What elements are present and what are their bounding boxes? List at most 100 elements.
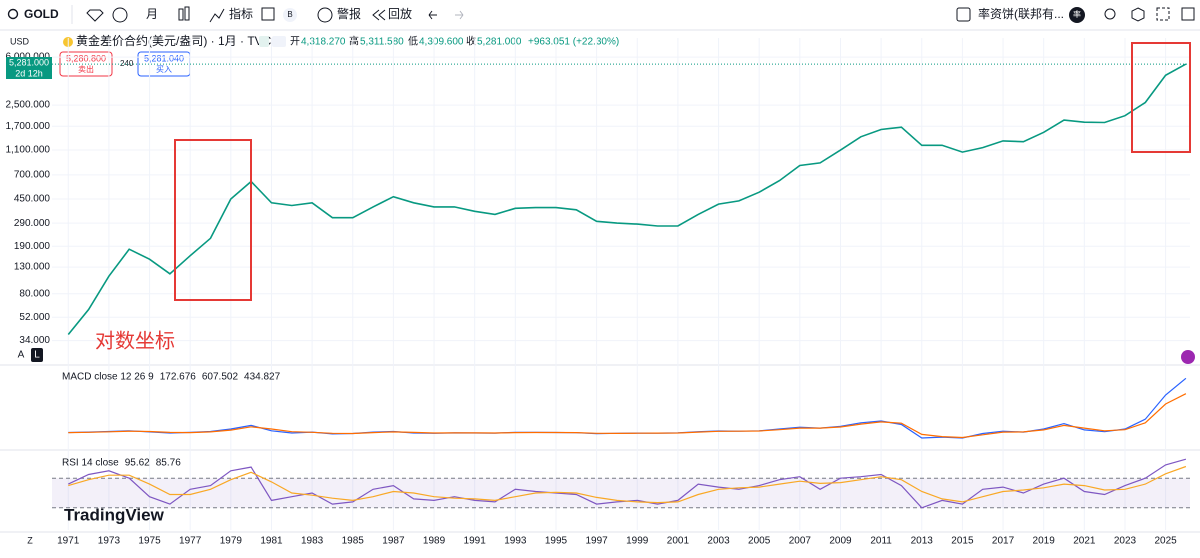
auto-scale[interactable]: A: [18, 350, 25, 361]
series-line: [68, 393, 1187, 439]
add-symbol-icon[interactable]: [112, 7, 128, 23]
diamond-icon[interactable]: [86, 9, 104, 22]
x-tick-label: 1991: [464, 536, 487, 547]
unit: USD: [10, 36, 30, 46]
open-label: 开: [290, 37, 300, 48]
checkbox[interactable]: [956, 7, 971, 22]
highlight-box: [1131, 42, 1191, 153]
interval[interactable]: 月: [146, 7, 158, 21]
x-tick-label: 2017: [992, 536, 1015, 547]
countdown: 2d 12h: [15, 68, 43, 78]
last-price-tag: [6, 57, 52, 79]
indicator-title: MACD close 12 26 9: [62, 372, 154, 383]
search-icon[interactable]: [7, 8, 19, 20]
alerts[interactable]: 警报: [337, 6, 361, 21]
x-tick-label: 2023: [1114, 536, 1137, 547]
x-tick-label: 2025: [1154, 536, 1177, 547]
indicators[interactable]: 指标: [229, 6, 253, 21]
indicator-value: 95.62: [125, 458, 150, 469]
x-tick-label: 2003: [707, 536, 730, 547]
x-tick-label: 2005: [748, 536, 771, 547]
y-tick-label: 290.000: [14, 218, 51, 229]
badge[interactable]: B: [287, 10, 292, 19]
open: 4,318.270: [301, 37, 346, 48]
x-tick-label: 2021: [1073, 536, 1096, 547]
x-tick-label: 1971: [57, 536, 80, 547]
indicator-value: 172.676: [160, 372, 197, 383]
indicator-value: 607.502: [202, 372, 239, 383]
status-dot: [259, 36, 269, 47]
x-tick-label: 2001: [667, 536, 690, 547]
replay[interactable]: 回放: [388, 6, 412, 21]
indicator-title: RSI 14 close: [62, 458, 119, 469]
undo-icon[interactable]: [428, 10, 437, 20]
symbol[interactable]: GOLD: [24, 7, 59, 21]
spread: 240: [120, 59, 134, 68]
indicator-value: 85.76: [156, 458, 181, 469]
x-tick-label: 2011: [870, 536, 892, 547]
last-price: 5,281.000: [9, 57, 49, 67]
x-tick-label: 1989: [423, 536, 446, 547]
y-tick-label: 2,500.000: [6, 100, 51, 111]
sell-label[interactable]: 卖出: [78, 64, 94, 74]
low: 4,309.600: [419, 37, 464, 48]
series-line: [68, 465, 1187, 504]
x-tick-label: 1999: [626, 536, 649, 547]
sell-price[interactable]: 5,280.800: [66, 53, 106, 63]
toolbar: GOLD 月 指标 B 警报 回放 率资饼(联邦有... 率: [0, 5, 1200, 31]
x-tick-label: 1983: [301, 536, 324, 547]
series-line: [67, 63, 1187, 336]
fullscreen-icon[interactable]: [1156, 7, 1170, 21]
layout-icon[interactable]: [261, 7, 275, 21]
buy-price[interactable]: 5,281.040: [144, 53, 184, 63]
buy-label[interactable]: 买入: [156, 65, 172, 74]
log-scale[interactable]: L: [34, 350, 40, 361]
tradingview-logo: TradingView: [64, 505, 165, 524]
replay-icon[interactable]: [372, 9, 386, 21]
events-icon[interactable]: [1181, 350, 1195, 364]
y-tick-label: 34.000: [19, 335, 50, 346]
x-tick-label: 1995: [545, 536, 568, 547]
y-tick-label: 52.000: [19, 312, 50, 323]
x-tick-label: 1997: [585, 536, 608, 547]
annotation: 对数坐标: [95, 329, 175, 352]
candle-icon[interactable]: [178, 8, 184, 21]
y-tick-label: 190.000: [14, 241, 51, 252]
x-tick-label: 1975: [138, 536, 161, 547]
settings-icon[interactable]: [1131, 7, 1145, 22]
high-label: 高: [349, 35, 359, 48]
alert-icon[interactable]: [317, 7, 333, 23]
x-tick-label: 1985: [342, 536, 365, 547]
band-fill: [52, 478, 1190, 508]
y-tick-label: 1,700.000: [6, 121, 51, 132]
high: 5,311.580: [360, 37, 404, 48]
redo-icon[interactable]: [455, 10, 464, 20]
close-label: 收: [466, 35, 476, 48]
highlight-box: [174, 139, 252, 301]
status-wave: [272, 36, 286, 47]
account[interactable]: 率资饼(联邦有...: [978, 6, 1064, 21]
y-tick-label: 450.000: [14, 194, 51, 205]
x-tick-label: 1977: [179, 536, 202, 547]
legend-title: 黄金差价合约(美元/盎司) · 1月 · TVC: [76, 33, 272, 48]
indicator-icon[interactable]: [209, 8, 225, 23]
plot: 34.000 52.000 80.000 130.000 190.000 290.000 4…: [6, 38, 1190, 547]
y-tick-label: 700.000: [14, 169, 51, 180]
y-tick-label: 130.000: [14, 262, 51, 273]
zoom[interactable]: Z: [27, 535, 33, 545]
x-tick-label: 1973: [98, 536, 121, 547]
snapshot-icon[interactable]: [1181, 7, 1195, 21]
change: +963.051 (+22.30%): [528, 37, 619, 48]
x-tick-label: 1979: [220, 536, 243, 547]
badge-bg: [283, 8, 297, 22]
search-tool-icon[interactable]: [1104, 8, 1116, 20]
x-tick-label: 1993: [504, 536, 527, 547]
close: 5,281.000: [477, 37, 522, 48]
candle-icon[interactable]: [184, 6, 190, 21]
x-tick-label: 2007: [789, 536, 812, 547]
y-tick-label: 1,100.000: [6, 145, 51, 156]
avatar[interactable]: 率: [1073, 9, 1081, 19]
x-tick-label: 1987: [382, 536, 405, 547]
